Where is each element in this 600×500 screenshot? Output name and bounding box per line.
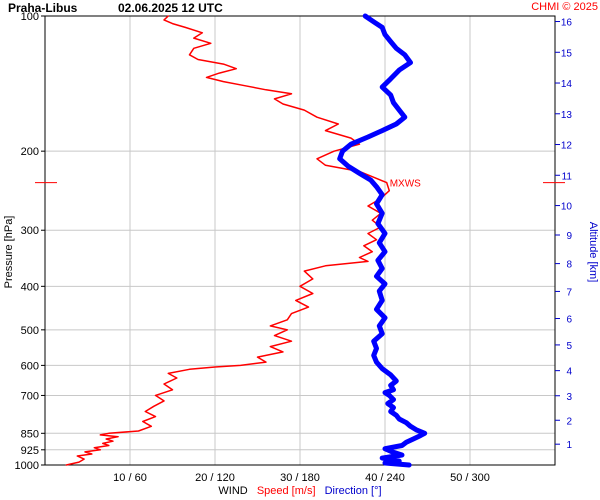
pressure-tick-label: 300 xyxy=(21,225,39,237)
x-tick-label: 30 / 180 xyxy=(280,472,320,484)
pressure-tick-label: 100 xyxy=(21,11,39,23)
grid-lines xyxy=(45,16,555,465)
direction-label: Direction [°] xyxy=(324,485,382,497)
pressure-tick-label: 500 xyxy=(21,325,39,337)
altitude-tick-label: 9 xyxy=(566,231,572,242)
x-tick-label: 50 / 300 xyxy=(450,472,490,484)
altitude-tick-label: 12 xyxy=(561,141,573,152)
speed-label: Speed [m/s] xyxy=(256,485,316,497)
pressure-tick-label: 600 xyxy=(21,360,39,372)
pressure-axis: 100 200 300 400 500 600 700 850 925 1000 xyxy=(15,11,45,472)
altitude-tick-label: 7 xyxy=(566,287,572,298)
sounding-datetime: 02.06.2025 12 UTC xyxy=(118,1,223,15)
series-layer xyxy=(65,13,428,468)
pressure-tick-label: 700 xyxy=(21,390,39,402)
pressure-axis-title: Pressure [hPa] xyxy=(3,215,15,289)
altitude-tick-label: 10 xyxy=(561,202,573,213)
station-name: Praha-Libus xyxy=(8,1,78,15)
pressure-tick-label: 400 xyxy=(21,281,39,293)
altitude-tick-label: 16 xyxy=(561,18,573,29)
altitude-tick-label: 14 xyxy=(561,79,573,90)
credit-label: CHMI © 2025 xyxy=(531,1,598,13)
annotation-layer: MXWS xyxy=(390,179,421,190)
altitude-axis-title: Altitude [km] xyxy=(587,221,599,283)
altitude-tick-label: 3 xyxy=(566,392,572,403)
pressure-tick-label: 1000 xyxy=(15,460,39,472)
altitude-tick-label: 6 xyxy=(566,315,572,326)
direction-series-line xyxy=(337,13,428,468)
x-tick-label: 20 / 120 xyxy=(195,472,235,484)
plot-frame xyxy=(44,15,556,466)
x-axis-title: WIND Speed [m/s] Direction [°] xyxy=(0,485,600,497)
pressure-tick-label: 925 xyxy=(21,445,39,457)
pressure-tick-label: 850 xyxy=(21,428,39,440)
altitude-tick-label: 2 xyxy=(566,416,572,427)
x-tick-label: 40 / 240 xyxy=(365,472,405,484)
x-tick-label: 10 / 60 xyxy=(113,472,147,484)
altitude-tick-label: 4 xyxy=(566,367,572,378)
altitude-tick-label: 5 xyxy=(566,341,572,352)
altitude-tick-label: 11 xyxy=(562,171,573,182)
speed-series-line xyxy=(65,15,391,466)
altitude-tick-label: 15 xyxy=(561,48,573,59)
pressure-tick-label: 200 xyxy=(21,146,39,158)
wind-label: WIND xyxy=(218,485,248,497)
altitude-tick-label: 8 xyxy=(566,260,572,271)
altitude-tick-label: 13 xyxy=(561,110,573,121)
altitude-tick-label: 1 xyxy=(566,440,572,451)
mxws-annotation: MXWS xyxy=(390,179,421,190)
speed-direction-axis: 10 / 60 20 / 120 30 / 180 40 / 240 50 / 300 xyxy=(113,472,490,484)
